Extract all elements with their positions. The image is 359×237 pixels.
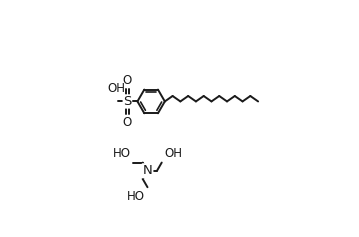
Text: HO: HO (113, 147, 131, 160)
Text: HO: HO (127, 190, 145, 203)
Text: OH: OH (108, 82, 126, 95)
Text: O: O (123, 116, 132, 129)
Text: S: S (123, 95, 132, 108)
Text: N: N (143, 164, 152, 177)
Text: OH: OH (164, 147, 182, 160)
Text: O: O (123, 74, 132, 87)
